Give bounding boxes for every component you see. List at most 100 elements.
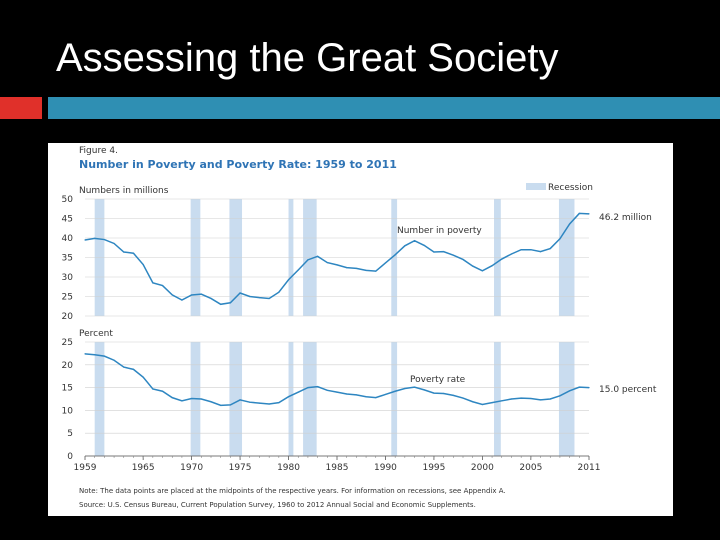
data-point-rate: [94, 354, 96, 356]
data-point-number: [191, 294, 193, 296]
recession-band: [558, 342, 575, 456]
data-point-rate: [472, 401, 474, 403]
data-point-number: [336, 264, 338, 266]
recession-band: [288, 342, 294, 456]
recession-band: [391, 342, 398, 456]
data-point-number: [132, 252, 135, 254]
data-point-number: [229, 302, 231, 304]
x-tick-label: 1990: [374, 463, 397, 473]
data-point-number: [152, 282, 154, 284]
slide-title: Assessing the Great Society: [56, 36, 559, 80]
data-point-number: [113, 242, 115, 245]
data-point-number: [355, 267, 357, 270]
series-line-rate: [84, 353, 590, 407]
data-point-number: [578, 212, 580, 215]
y-tick-label: 50: [62, 195, 74, 205]
data-point-rate: [181, 400, 183, 402]
figure-heading: Number in Poverty and Poverty Rate: 1959…: [79, 158, 397, 171]
y-tick-label: 35: [62, 254, 73, 264]
data-point-rate: [423, 389, 425, 391]
y-tick-label: 25: [62, 293, 73, 303]
data-point-number: [365, 269, 367, 271]
y-tick-label: 30: [62, 273, 74, 283]
data-point-number: [384, 262, 387, 264]
x-tick-label: 1975: [229, 463, 252, 473]
x-tick-label: 1970: [180, 463, 203, 473]
data-point-number: [472, 265, 474, 267]
end-label-number: 46.2 million: [599, 213, 652, 223]
data-point-number: [171, 294, 173, 296]
data-point-rate: [539, 399, 542, 401]
y-tick-label: 5: [67, 429, 73, 439]
data-point-rate: [142, 376, 144, 378]
data-point-number: [394, 254, 396, 256]
data-point-rate: [413, 386, 416, 388]
panel2-ylabel: Percent: [79, 329, 113, 339]
panel1-ylabel: Numbers in millions: [79, 186, 169, 196]
data-point-rate: [578, 386, 580, 388]
data-point-rate: [326, 389, 328, 391]
data-point-rate: [336, 391, 338, 393]
data-point-rate: [443, 392, 445, 395]
data-point-number: [559, 238, 561, 240]
data-point-rate: [462, 397, 464, 399]
data-point-rate: [520, 397, 522, 399]
x-tick-label: 1995: [422, 463, 445, 473]
data-point-number: [142, 263, 144, 266]
data-point-number: [443, 251, 445, 253]
data-point-number: [481, 270, 483, 272]
data-point-rate: [346, 393, 348, 395]
data-point-number: [501, 258, 503, 260]
series-label-number: Number in poverty: [397, 226, 482, 236]
data-point-rate: [161, 390, 164, 392]
data-point-rate: [229, 404, 231, 406]
data-point-number: [491, 265, 493, 267]
data-point-number: [588, 213, 590, 215]
x-tick-label: 2000: [471, 463, 494, 473]
data-point-rate: [278, 402, 280, 404]
data-point-number: [307, 259, 309, 261]
data-point-number: [210, 297, 212, 300]
x-tick-label: 1959: [74, 463, 97, 473]
data-point-number: [520, 249, 522, 251]
data-point-rate: [501, 400, 503, 402]
data-point-rate: [549, 398, 551, 400]
data-point-rate: [384, 393, 387, 396]
data-point-rate: [588, 387, 590, 389]
data-point-number: [297, 269, 299, 271]
data-point-number: [84, 239, 86, 241]
x-tick-label: 1980: [277, 463, 300, 473]
series-line-number: [84, 212, 590, 306]
data-point-rate: [452, 394, 454, 396]
data-point-number: [510, 253, 513, 255]
data-point-number: [200, 293, 202, 295]
data-point-rate: [287, 396, 290, 398]
x-tick-label: 2005: [519, 463, 542, 473]
legend-label: Recession: [548, 183, 593, 193]
y-tick-label: 0: [67, 452, 73, 462]
data-point-rate: [191, 397, 193, 400]
data-point-rate: [258, 402, 261, 404]
data-point-number: [181, 299, 183, 301]
data-point-rate: [404, 387, 406, 390]
y-tick-label: 45: [62, 215, 73, 225]
data-point-rate: [297, 391, 299, 393]
data-point-number: [346, 267, 348, 269]
figure-panel: 20 25 30 35 40 45 50 0 5 10 15 20 25 1959 1965 1970 1975…: [48, 143, 673, 516]
data-point-number: [258, 297, 261, 299]
data-point-number: [161, 284, 164, 287]
y-tick-label: 10: [62, 406, 74, 416]
data-point-rate: [103, 355, 105, 357]
data-point-number: [317, 255, 319, 257]
y-tick-label: 20: [62, 312, 74, 322]
data-point-number: [103, 238, 105, 241]
data-point-number: [326, 261, 328, 264]
data-point-rate: [481, 403, 483, 406]
data-point-rate: [375, 397, 377, 399]
data-point-number: [249, 295, 251, 298]
data-point-rate: [491, 402, 493, 404]
y-tick-label: 40: [62, 234, 74, 244]
data-point-rate: [355, 394, 357, 396]
data-point-number: [549, 247, 551, 250]
data-point-number: [220, 303, 222, 305]
